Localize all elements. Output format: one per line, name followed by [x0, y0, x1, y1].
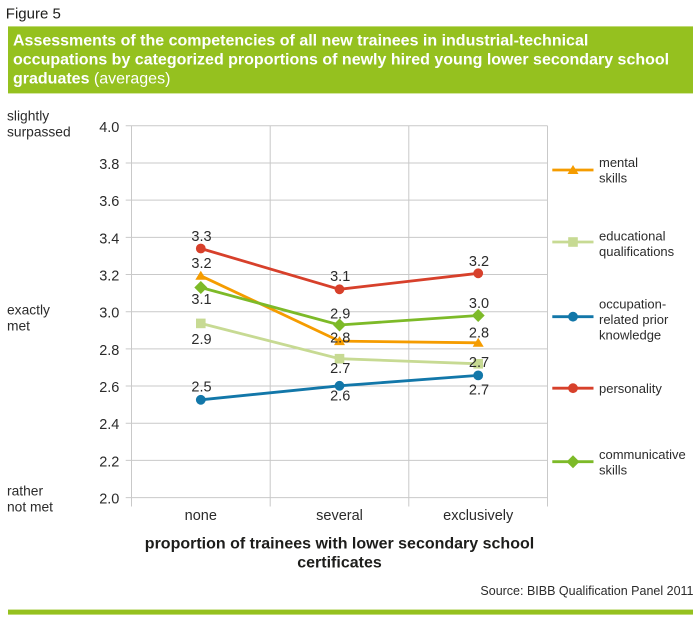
svg-text:communicative: communicative — [599, 447, 686, 462]
svg-text:3.2: 3.2 — [469, 254, 489, 270]
svg-text:mental: mental — [599, 155, 638, 170]
svg-text:Figure 5: Figure 5 — [6, 5, 61, 22]
svg-text:2.9: 2.9 — [191, 332, 211, 348]
svg-text:occupations by categorized pro: occupations by categorized proportions o… — [13, 51, 669, 68]
svg-text:2.6: 2.6 — [330, 389, 350, 405]
svg-text:skills: skills — [599, 463, 628, 478]
svg-text:graduates (averages): graduates (averages) — [13, 70, 170, 87]
svg-text:3.2: 3.2 — [191, 256, 211, 272]
svg-text:2.8: 2.8 — [469, 326, 489, 342]
svg-text:3.1: 3.1 — [191, 292, 211, 308]
svg-text:3.2: 3.2 — [99, 269, 119, 285]
svg-text:3.3: 3.3 — [191, 229, 211, 245]
svg-text:2.5: 2.5 — [191, 380, 211, 396]
svg-text:2.8: 2.8 — [99, 343, 119, 359]
svg-text:personality: personality — [599, 381, 662, 396]
svg-text:educational: educational — [599, 228, 666, 243]
svg-text:2.7: 2.7 — [469, 355, 489, 371]
svg-text:2.0: 2.0 — [99, 492, 119, 508]
svg-text:knowledge: knowledge — [599, 328, 661, 343]
svg-text:proportion of trainees with lo: proportion of trainees with lower second… — [145, 536, 534, 553]
svg-text:qualifications: qualifications — [599, 244, 675, 259]
svg-text:3.0: 3.0 — [99, 306, 119, 322]
svg-text:3.1: 3.1 — [330, 269, 350, 285]
svg-text:2.4: 2.4 — [99, 417, 119, 433]
svg-text:2.9: 2.9 — [330, 306, 350, 322]
svg-text:slightly: slightly — [7, 108, 49, 123]
svg-text:4.0: 4.0 — [99, 120, 119, 136]
svg-text:2.7: 2.7 — [330, 361, 350, 377]
svg-text:occupation-: occupation- — [599, 297, 666, 312]
svg-text:several: several — [316, 508, 363, 524]
svg-text:3.0: 3.0 — [469, 296, 489, 312]
svg-text:3.8: 3.8 — [99, 157, 119, 173]
svg-text:2.7: 2.7 — [469, 383, 489, 399]
svg-text:Assessments of the competencie: Assessments of the competencies of all n… — [13, 32, 588, 49]
svg-text:3.4: 3.4 — [99, 231, 119, 247]
svg-text:Source: BIBB Qualification Pan: Source: BIBB Qualification Panel 2011 — [480, 584, 693, 598]
svg-text:certificates: certificates — [297, 555, 382, 572]
svg-text:3.6: 3.6 — [99, 194, 119, 210]
svg-text:met: met — [7, 318, 30, 333]
svg-text:surpassed: surpassed — [7, 125, 71, 140]
svg-text:related prior: related prior — [599, 312, 669, 327]
svg-text:none: none — [185, 508, 217, 524]
svg-text:exclusively: exclusively — [443, 508, 514, 524]
svg-text:not met: not met — [7, 499, 53, 514]
svg-text:2.6: 2.6 — [99, 380, 119, 396]
svg-text:exactly: exactly — [7, 302, 50, 317]
svg-text:skills: skills — [599, 171, 628, 186]
svg-text:2.8: 2.8 — [330, 331, 350, 347]
svg-text:2.2: 2.2 — [99, 454, 119, 470]
svg-text:rather: rather — [7, 483, 43, 498]
